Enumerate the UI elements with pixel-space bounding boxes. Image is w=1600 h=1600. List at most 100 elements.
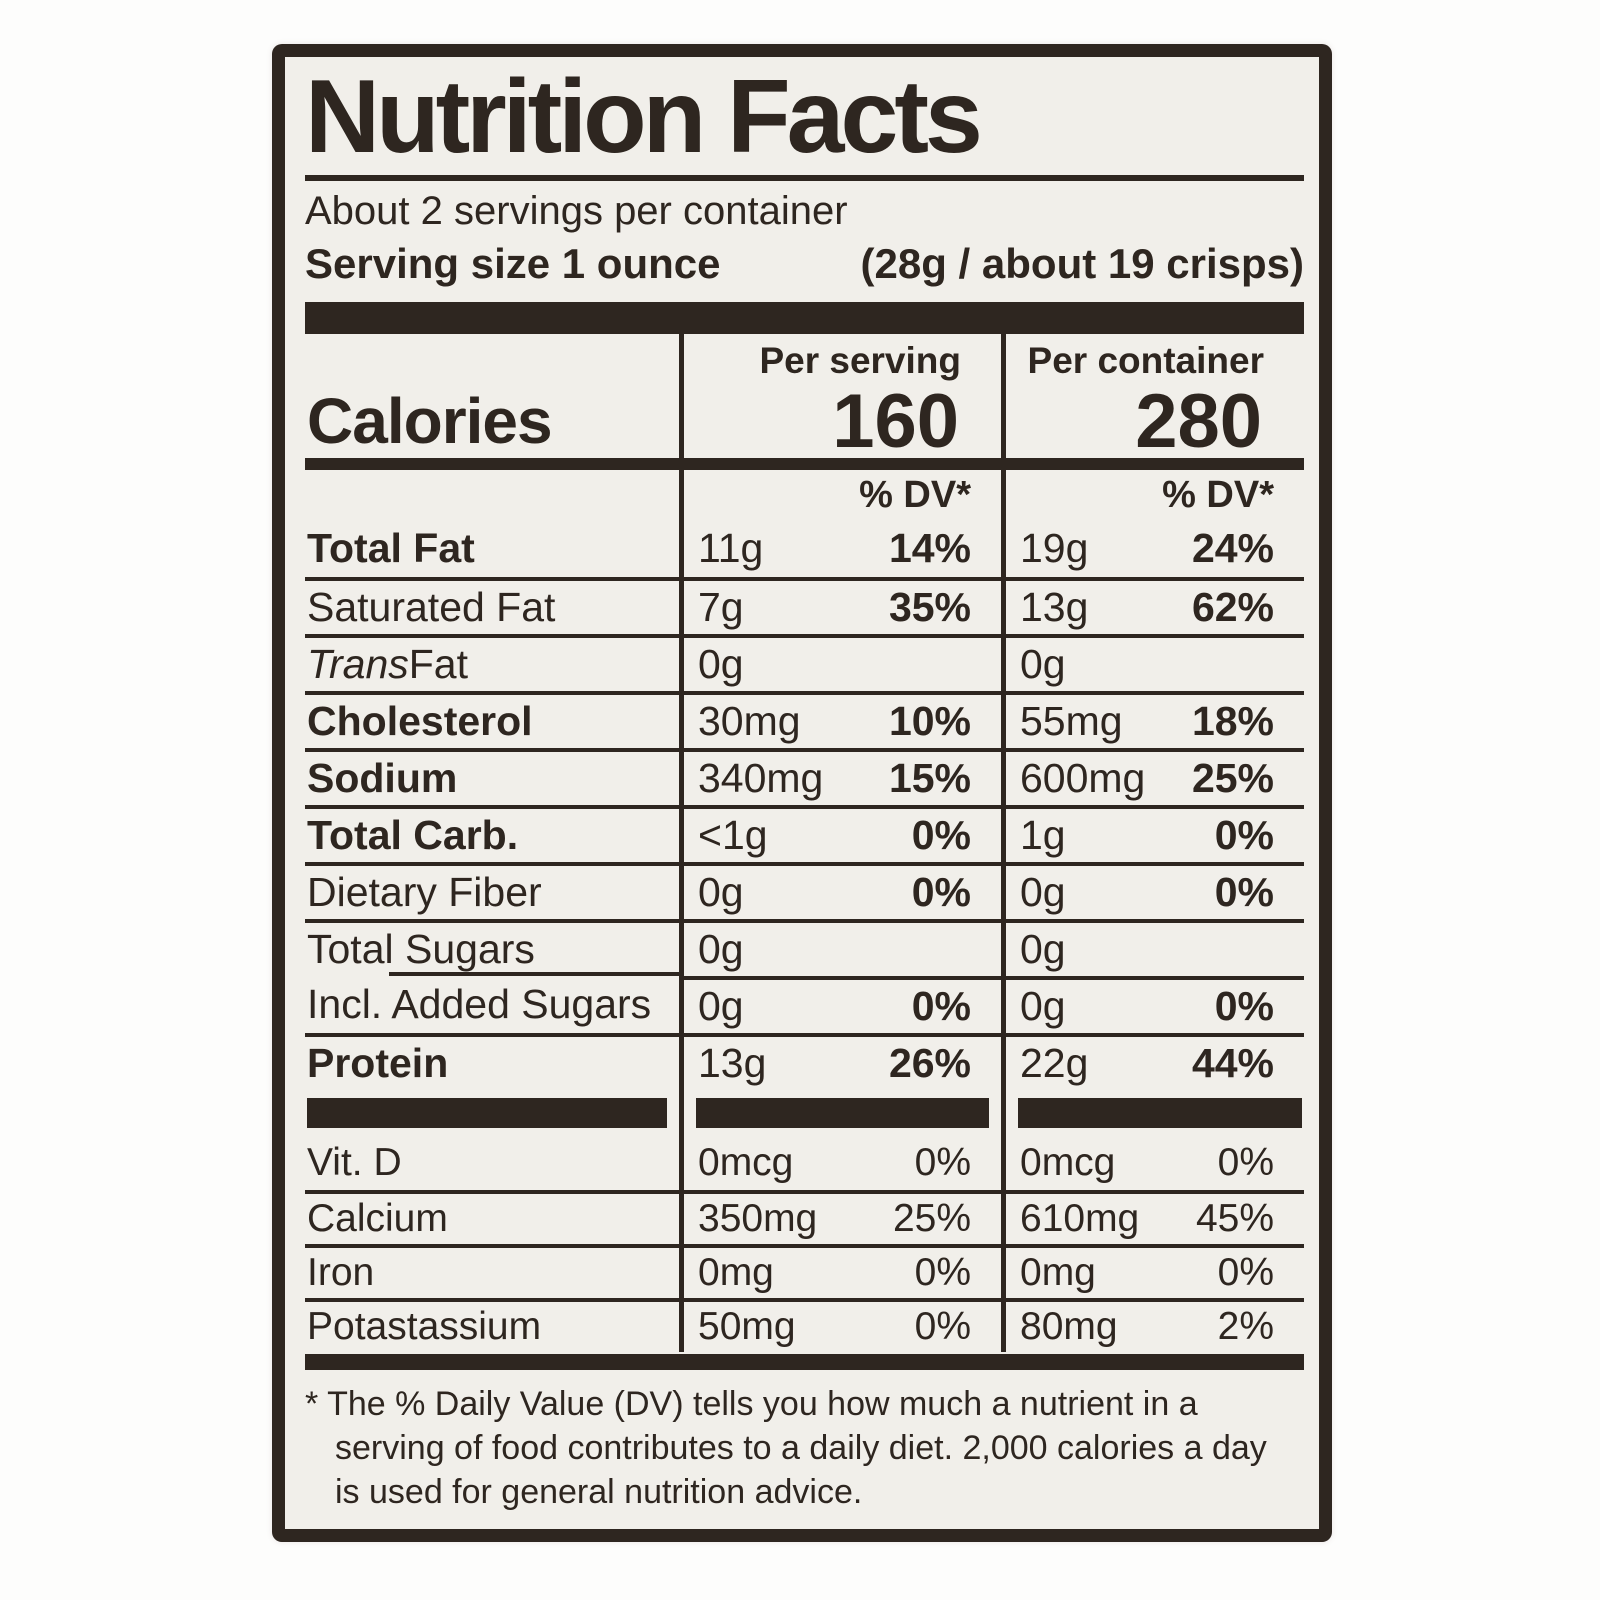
amount: 0g [1020, 869, 1066, 916]
amount: 11g [698, 525, 764, 572]
nutrient-name-text: Sodium [307, 755, 458, 802]
nutrition-table: Per serving Per container Calories 160 2… [305, 334, 1304, 1353]
row-total-carb: Total Carb. <1g 0% 1g 0% [305, 805, 1304, 863]
row-protein: Protein 13g 26% 22g 44% [305, 1033, 1304, 1091]
row-sodium: Sodium 340mg 15% 600mg 25% [305, 748, 1304, 806]
per-serving-cell: 13g 26% [679, 1033, 1001, 1091]
daily-value: 2% [1217, 1305, 1274, 1349]
nutrient-name: Saturated Fat [305, 577, 679, 634]
servings-per-container: About 2 servings per container [305, 189, 848, 233]
per-container-cell: 0g [1001, 919, 1304, 977]
nutrient-name: Total Fat [305, 520, 679, 577]
per-container-cell: 19g 24% [1001, 520, 1304, 578]
amount: 610mg [1020, 1197, 1140, 1241]
row-vitamin-d: Vit. D 0mcg 0% 0mcg 0% [305, 1136, 1304, 1191]
nutrient-name-text: Incl. Added Sugars [307, 981, 652, 1028]
amount: 30mg [698, 698, 801, 745]
dv-header-per-serving: % DV* [679, 470, 1001, 521]
nutrient-name-text: Saturated Fat [307, 584, 556, 631]
amount: 600mg [1020, 755, 1146, 802]
per-serving-cell: 0g 0% [679, 976, 1001, 1034]
dv-footnote: * The % Daily Value (DV) tells you how m… [305, 1385, 1267, 1512]
amount: 0mg [698, 1251, 774, 1295]
amount: 50mg [698, 1305, 796, 1349]
nutrient-name: Vit. D [305, 1136, 679, 1190]
amount: 0mg [1020, 1251, 1096, 1295]
row-added-sugars: Incl. Added Sugars 0g 0% 0g 0% [305, 972, 1304, 1034]
amount: 340mg [698, 755, 824, 802]
amount: 0g [698, 926, 744, 973]
amount: 55mg [1020, 698, 1123, 745]
mid-bar-segment-container [1001, 1090, 1304, 1137]
serving-size-label: Serving size 1 ounce [305, 239, 721, 287]
daily-value: 0% [911, 812, 971, 859]
per-serving-cell: 0g 0% [679, 862, 1001, 920]
per-container-cell: 0mg 0% [1001, 1244, 1304, 1299]
daily-value: 26% [888, 1040, 971, 1087]
amount: 19g [1020, 525, 1089, 572]
nutrient-name: Total Carb. [305, 805, 679, 862]
amount: 0mcg [1020, 1141, 1116, 1185]
nutrient-name-text: Vit. D [307, 1141, 402, 1185]
nutrient-name-text: Total Sugars [307, 926, 535, 973]
daily-value: 0% [1217, 1141, 1274, 1185]
per-serving-cell: 0g [679, 919, 1001, 977]
per-serving-cell: 0g [679, 634, 1001, 692]
per-container-cell: 13g 62% [1001, 577, 1304, 635]
per-serving-cell: 0mcg 0% [679, 1136, 1001, 1191]
daily-value: 0% [914, 1251, 971, 1295]
amount: 0g [1020, 983, 1066, 1030]
per-serving-cell: 30mg 10% [679, 691, 1001, 749]
nutrient-name-text: Total Fat [307, 525, 475, 572]
per-serving-cell: 340mg 15% [679, 748, 1001, 806]
daily-value: 14% [888, 525, 971, 572]
daily-value: 24% [1191, 525, 1274, 572]
per-container-cell: 0mcg 0% [1001, 1136, 1304, 1191]
serving-size-row: Serving size 1 ounce (28g / about 19 cri… [305, 240, 1304, 288]
nutrient-name: Calcium [305, 1190, 679, 1244]
section-divider-bar-top [305, 302, 1304, 335]
row-calcium: Calcium 350mg 25% 610mg 45% [305, 1190, 1304, 1245]
nutrient-name-italic: Trans [307, 641, 409, 688]
calories-per-serving-value: 160 [679, 379, 1001, 471]
per-serving-cell: <1g 0% [679, 805, 1001, 863]
daily-value: 0% [914, 1141, 971, 1185]
section-divider-bar-bottom [305, 1354, 1304, 1371]
daily-value: 45% [1195, 1197, 1274, 1241]
amount: <1g [698, 812, 768, 859]
daily-value: 15% [888, 755, 971, 802]
row-potassium: Potastassium 50mg 0% 80mg 2% [305, 1298, 1304, 1353]
row-iron: Iron 0mg 0% 0mg 0% [305, 1244, 1304, 1299]
row-total-fat: Total Fat 11g 14% 19g 24% [305, 520, 1304, 578]
per-container-cell: 610mg 45% [1001, 1190, 1304, 1245]
nutrient-name-text: Dietary Fiber [307, 869, 542, 916]
nutrient-name: Iron [305, 1244, 679, 1298]
nutrient-name: Trans Fat [305, 634, 679, 691]
per-serving-cell: 7g 35% [679, 577, 1001, 635]
nutrient-name: Protein [305, 1033, 679, 1090]
calories-row: Calories 160 280 [305, 379, 1304, 471]
amount: 22g [1020, 1040, 1089, 1087]
daily-value: 35% [888, 584, 971, 631]
amount: 350mg [698, 1197, 818, 1241]
per-container-cell: 1g 0% [1001, 805, 1304, 863]
dv-header-per-container: % DV* [1001, 470, 1304, 521]
per-container-cell: 0g [1001, 634, 1304, 692]
daily-value: 10% [888, 698, 971, 745]
per-container-cell: 600mg 25% [1001, 748, 1304, 806]
row-dietary-fiber: Dietary Fiber 0g 0% 0g 0% [305, 862, 1304, 920]
daily-value: 62% [1191, 584, 1274, 631]
header-spacer [305, 334, 679, 384]
daily-value: 0% [1217, 1251, 1274, 1295]
nutrient-name-text: Calcium [307, 1197, 448, 1241]
daily-value: 0% [1214, 869, 1274, 916]
column-header-row: Per serving Per container [305, 334, 1304, 385]
mid-divider-bar-row [305, 1090, 1304, 1137]
amount: 0mcg [698, 1141, 794, 1185]
per-container-cell: 0g 0% [1001, 862, 1304, 920]
per-container-cell: 0g 0% [1001, 976, 1304, 1034]
nutrient-name-text: Fat [408, 641, 469, 688]
nutrient-name: Incl. Added Sugars [305, 972, 679, 1033]
nutrition-label: Nutrition Facts About 2 servings per con… [272, 44, 1332, 1542]
daily-value: 44% [1191, 1040, 1274, 1087]
